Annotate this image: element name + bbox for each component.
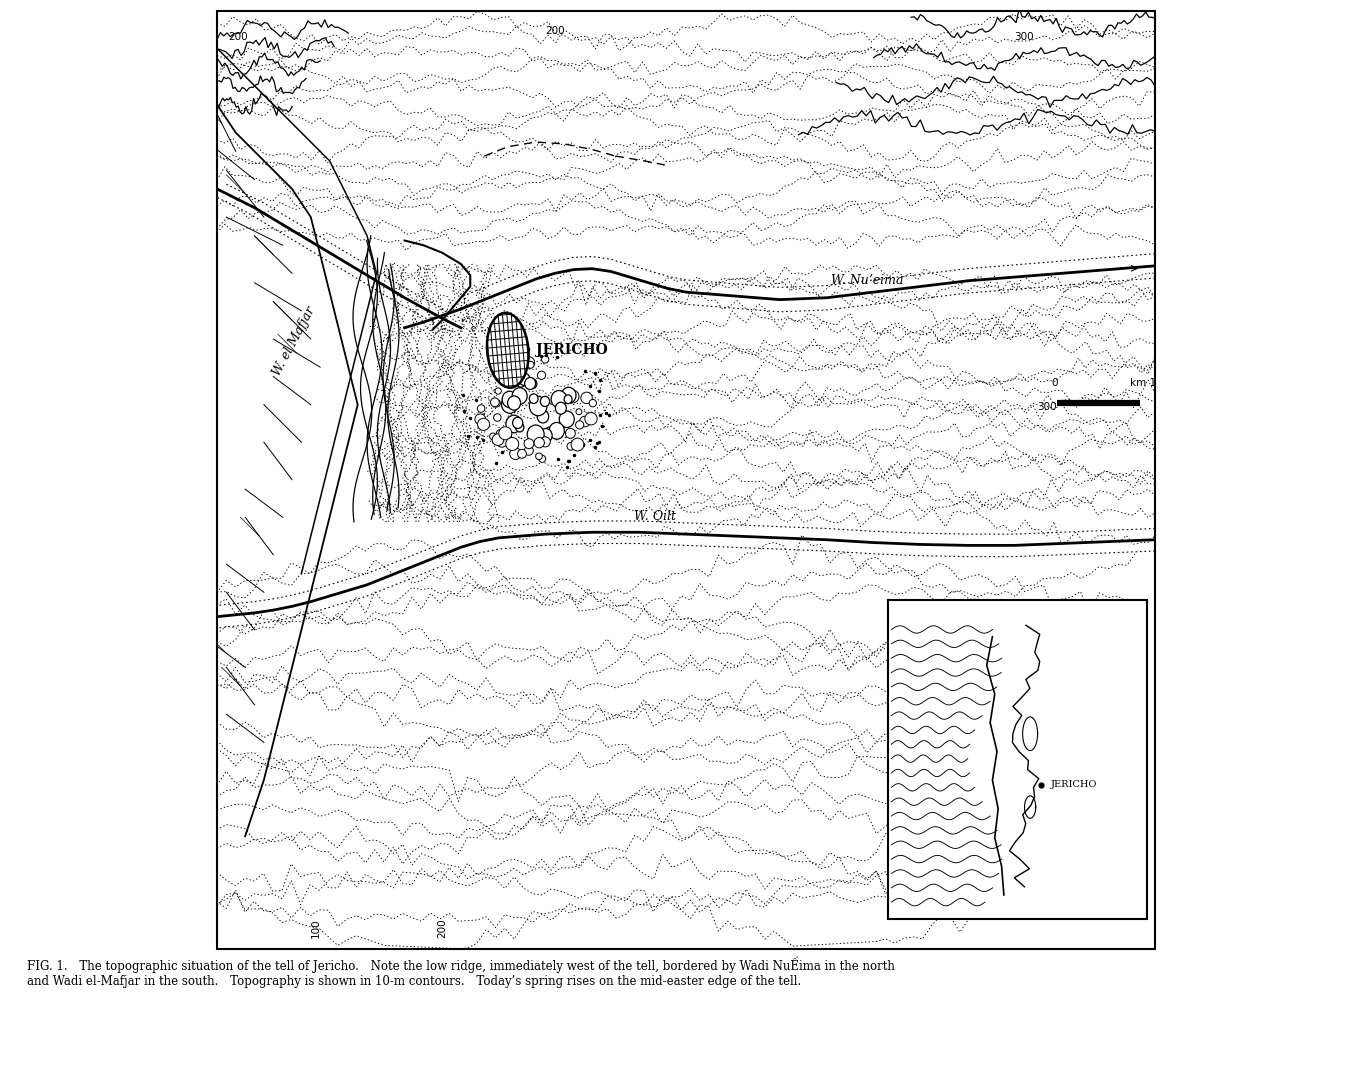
Ellipse shape	[549, 422, 564, 440]
Ellipse shape	[538, 371, 546, 379]
Text: 200: 200	[545, 27, 564, 36]
Ellipse shape	[571, 438, 584, 451]
Ellipse shape	[541, 397, 550, 406]
Text: FIG. 1.  The topographic situation of the tell of Jericho.  Note the low ridge, : FIG. 1. The topographic situation of the…	[27, 956, 896, 987]
Ellipse shape	[580, 392, 593, 403]
Ellipse shape	[528, 378, 536, 389]
Ellipse shape	[582, 393, 591, 403]
Text: W. Qilt: W. Qilt	[634, 509, 676, 522]
Ellipse shape	[523, 357, 535, 368]
Ellipse shape	[490, 433, 497, 440]
Ellipse shape	[564, 394, 572, 404]
Ellipse shape	[493, 434, 504, 446]
Text: 0: 0	[1051, 377, 1058, 388]
Ellipse shape	[506, 415, 521, 433]
Text: 200: 200	[228, 32, 247, 42]
Ellipse shape	[565, 429, 575, 438]
Ellipse shape	[527, 425, 545, 444]
Ellipse shape	[477, 405, 484, 413]
Ellipse shape	[545, 427, 553, 436]
Text: km 1: km 1	[1129, 377, 1155, 388]
Ellipse shape	[494, 414, 501, 421]
Ellipse shape	[510, 448, 521, 460]
Ellipse shape	[517, 449, 527, 458]
Ellipse shape	[491, 398, 499, 406]
Ellipse shape	[477, 418, 490, 430]
Ellipse shape	[516, 422, 524, 432]
Ellipse shape	[504, 371, 512, 379]
Ellipse shape	[524, 377, 535, 389]
Text: 200: 200	[438, 919, 447, 938]
Ellipse shape	[487, 313, 528, 388]
Ellipse shape	[475, 414, 486, 425]
Ellipse shape	[519, 373, 530, 386]
Ellipse shape	[567, 443, 575, 450]
Ellipse shape	[534, 437, 545, 448]
Ellipse shape	[499, 427, 512, 440]
Ellipse shape	[494, 400, 501, 407]
Bar	[888, 600, 1147, 919]
Ellipse shape	[497, 435, 508, 447]
Ellipse shape	[584, 413, 597, 425]
Ellipse shape	[502, 394, 519, 414]
Text: 100: 100	[310, 919, 321, 938]
Ellipse shape	[506, 437, 519, 450]
Ellipse shape	[535, 453, 542, 460]
Ellipse shape	[567, 390, 579, 403]
Ellipse shape	[524, 438, 534, 448]
Ellipse shape	[524, 446, 534, 456]
Text: JERICHO: JERICHO	[536, 343, 608, 357]
Ellipse shape	[530, 397, 547, 416]
Text: W. el Mafjar: W. el Mafjar	[270, 304, 317, 377]
Ellipse shape	[516, 376, 525, 387]
Ellipse shape	[512, 388, 527, 404]
Ellipse shape	[579, 416, 590, 427]
Ellipse shape	[527, 361, 534, 369]
Text: 300: 300	[1014, 32, 1033, 42]
Ellipse shape	[560, 411, 575, 428]
Ellipse shape	[539, 456, 546, 462]
Ellipse shape	[576, 421, 583, 429]
Ellipse shape	[541, 436, 550, 447]
Text: 300: 300	[1037, 402, 1056, 412]
Ellipse shape	[538, 411, 549, 423]
Ellipse shape	[542, 356, 549, 363]
Ellipse shape	[495, 388, 501, 394]
Ellipse shape	[556, 402, 567, 414]
Ellipse shape	[513, 417, 523, 429]
Ellipse shape	[497, 430, 504, 437]
Ellipse shape	[552, 390, 567, 407]
Ellipse shape	[539, 429, 552, 443]
Ellipse shape	[561, 387, 576, 403]
Text: W. Nuʼeima: W. Nuʼeima	[831, 274, 904, 287]
Ellipse shape	[589, 400, 597, 407]
Ellipse shape	[508, 396, 520, 411]
Ellipse shape	[576, 408, 582, 415]
Ellipse shape	[502, 391, 517, 407]
Text: JERICHO: JERICHO	[1051, 780, 1098, 789]
Ellipse shape	[499, 431, 512, 444]
Ellipse shape	[530, 393, 538, 403]
